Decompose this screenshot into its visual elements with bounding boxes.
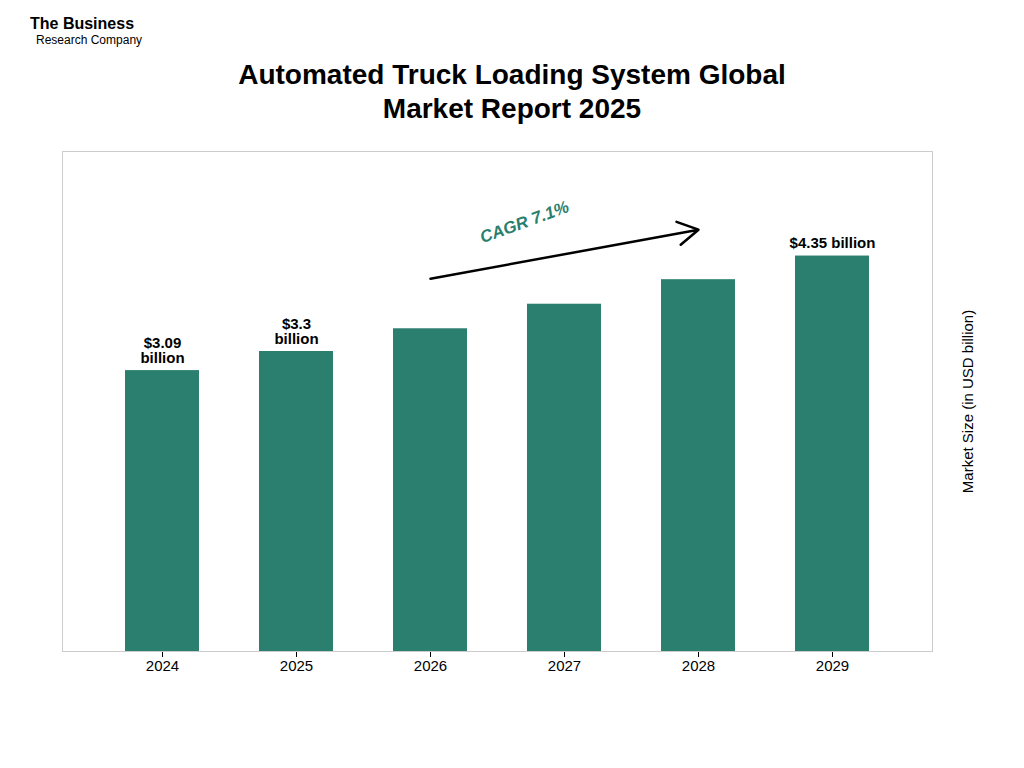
svg-text:2025: 2025 bbox=[280, 657, 313, 674]
svg-text:2024: 2024 bbox=[146, 657, 179, 674]
svg-text:CAGR 7.1%: CAGR 7.1% bbox=[477, 197, 571, 247]
svg-text:2028: 2028 bbox=[682, 657, 715, 674]
html-text:Research Company: Research Company bbox=[36, 33, 143, 48]
svg-text:2029: 2029 bbox=[816, 657, 849, 674]
svg-text:$3.09billion: $3.09billion bbox=[140, 334, 184, 366]
svg-text:2027: 2027 bbox=[548, 657, 581, 674]
svg-text:$4.35 billion: $4.35 billion bbox=[790, 234, 876, 251]
html-text:The Business: The Business bbox=[30, 15, 134, 32]
svg-text:Market Size (in USD billion): Market Size (in USD billion) bbox=[959, 310, 976, 493]
html-text:Automated Truck Loading System: Automated Truck Loading System Global Ma… bbox=[238, 59, 786, 124]
svg-text:2026: 2026 bbox=[414, 657, 447, 674]
svg-text:$3.3billion: $3.3billion bbox=[274, 315, 318, 347]
